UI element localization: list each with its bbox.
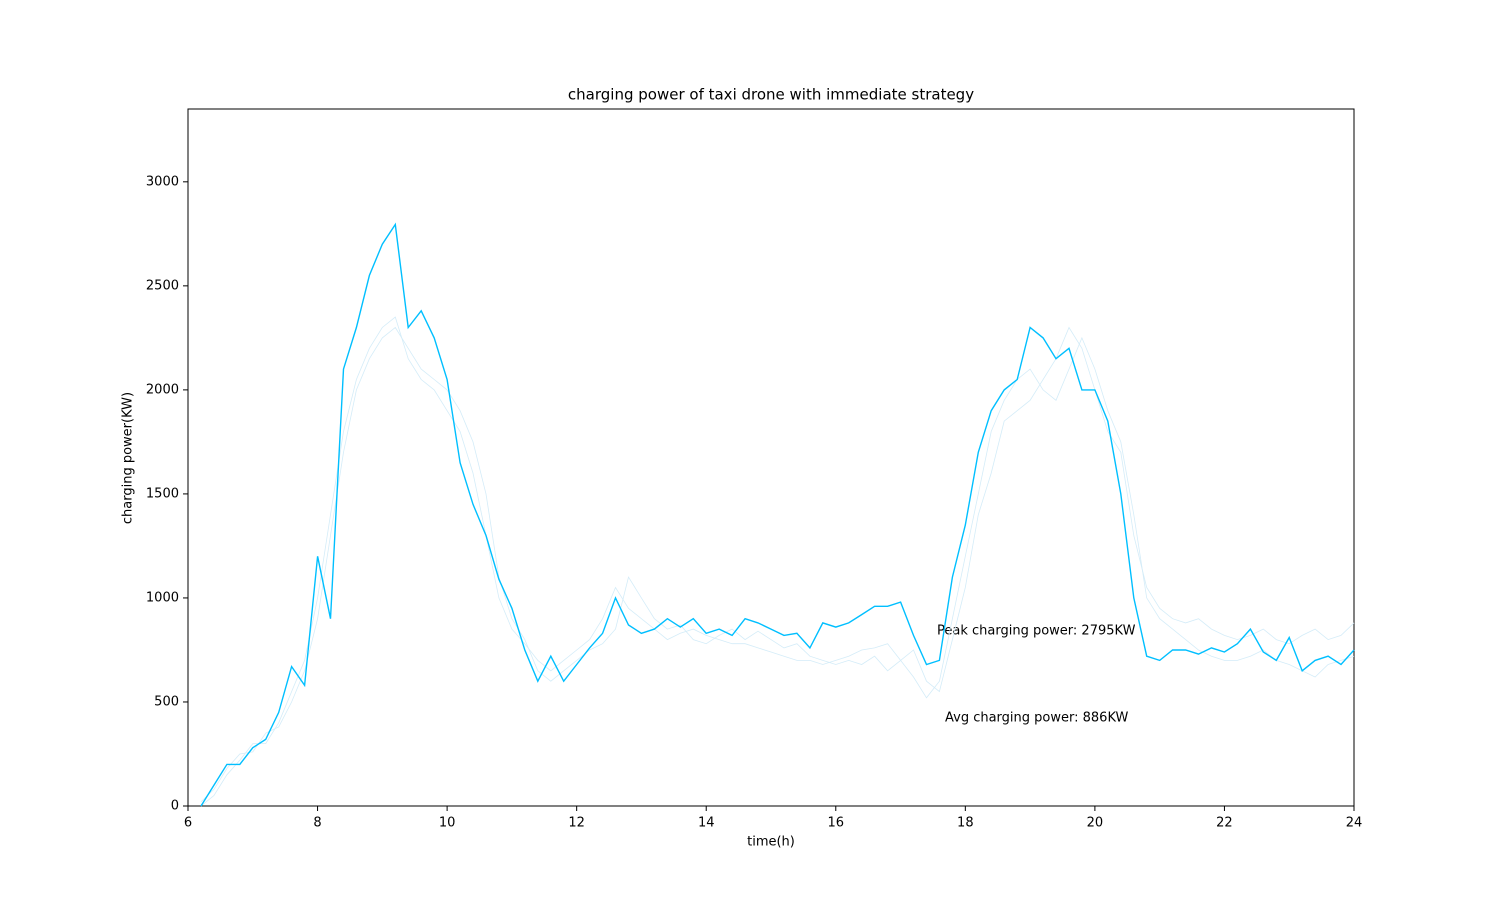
annotation: Avg charging power: 886KW (945, 711, 1129, 726)
y-tick-label: 500 (154, 694, 179, 709)
x-tick-label: 18 (957, 816, 974, 831)
y-axis-label: charging power(KW) (121, 392, 136, 524)
x-tick-label: 16 (828, 816, 845, 831)
plot-frame (187, 108, 1355, 807)
series-line (200, 222, 1355, 807)
y-tick-label: 2000 (146, 382, 179, 397)
x-tick-label: 14 (698, 816, 715, 831)
series-line (200, 316, 1355, 807)
x-tick-label: 20 (1087, 816, 1104, 831)
annotation: Peak charging power: 2795KW (937, 624, 1136, 639)
x-tick-label: 22 (1216, 816, 1233, 831)
y-tick-label: 1500 (146, 486, 179, 501)
chart-title: charging power of taxi drone with immedi… (568, 86, 974, 104)
y-tick-label: 3000 (146, 174, 179, 189)
series-line (200, 326, 1355, 803)
x-tick-label: 12 (568, 816, 585, 831)
y-tick-label: 0 (171, 799, 179, 814)
y-tick-label: 2500 (146, 278, 179, 293)
y-tick-label: 1000 (146, 590, 179, 605)
x-tick-label: 6 (184, 816, 192, 831)
x-tick-label: 10 (439, 816, 456, 831)
x-tick-label: 24 (1346, 816, 1363, 831)
x-axis-label: time(h) (747, 835, 795, 850)
x-tick-label: 8 (313, 816, 321, 831)
